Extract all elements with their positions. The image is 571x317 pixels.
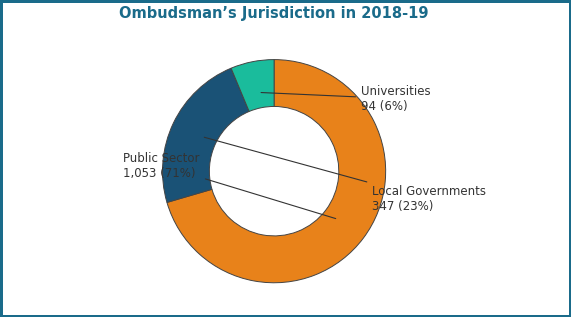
- Title: Complaints Received about Public Authorities within the
Ombudsman’s Jurisdiction: Complaints Received about Public Authori…: [40, 0, 508, 21]
- Wedge shape: [167, 60, 385, 283]
- Text: Local Governments
347 (23%): Local Governments 347 (23%): [204, 137, 486, 213]
- Text: Universities
94 (6%): Universities 94 (6%): [261, 85, 431, 113]
- Text: Public Sector
1,053 (71%): Public Sector 1,053 (71%): [123, 152, 336, 219]
- Wedge shape: [163, 68, 249, 203]
- Wedge shape: [231, 60, 274, 112]
